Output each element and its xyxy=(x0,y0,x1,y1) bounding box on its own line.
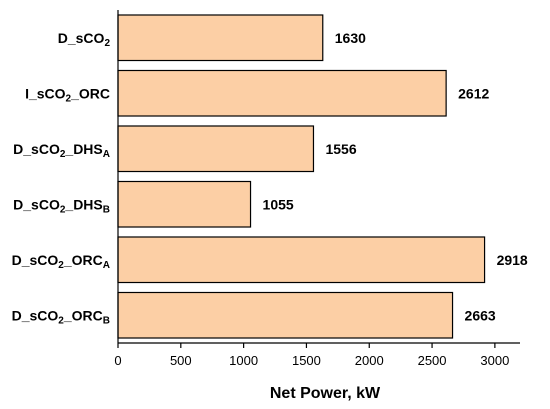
axes-group xyxy=(117,10,520,344)
x-tick-label-6: 3000 xyxy=(480,353,509,368)
category-label-2: D_sCO2_DHSA xyxy=(13,141,110,160)
category-label-1: I_sCO2_ORC xyxy=(25,85,110,104)
value-label-2: 1556 xyxy=(325,141,356,157)
x-axis-title: Net Power, kW xyxy=(270,385,381,402)
value-labels-group: 1630 2612 1556 1055 2918 2663 xyxy=(263,30,528,324)
category-label-0: D_sCO2 xyxy=(58,30,111,49)
value-label-3: 1055 xyxy=(263,196,294,212)
x-tick-label-1: 500 xyxy=(170,353,192,368)
bar-0 xyxy=(117,14,324,62)
category-label-5: D_sCO2_ORCB xyxy=(12,307,110,326)
x-tick-label-2: 1000 xyxy=(229,353,258,368)
x-tick-label-4: 2000 xyxy=(355,353,384,368)
bar-4 xyxy=(117,236,486,284)
value-label-5: 2663 xyxy=(465,307,496,323)
category-label-4: D_sCO2_ORCA xyxy=(12,252,110,271)
bar-1 xyxy=(117,69,447,117)
bar-2 xyxy=(117,125,315,173)
bar-3 xyxy=(117,180,252,228)
category-labels-group: D_sCO2 I_sCO2_ORC D_sCO2_DHSA D_sCO2_DHSB D_… xyxy=(12,30,111,327)
x-tick-label-3: 1500 xyxy=(292,353,321,368)
bar-5 xyxy=(117,291,454,339)
value-label-0: 1630 xyxy=(335,30,366,46)
x-tick-label-5: 2500 xyxy=(418,353,447,368)
value-label-1: 2612 xyxy=(458,85,489,101)
x-ticks-group: 0 500 1000 1500 2000 2500 3000 xyxy=(114,343,509,368)
x-tick-label-0: 0 xyxy=(114,353,121,368)
category-label-3: D_sCO2_DHSB xyxy=(13,196,110,215)
bars-group xyxy=(117,14,486,339)
value-label-4: 2918 xyxy=(497,252,528,268)
